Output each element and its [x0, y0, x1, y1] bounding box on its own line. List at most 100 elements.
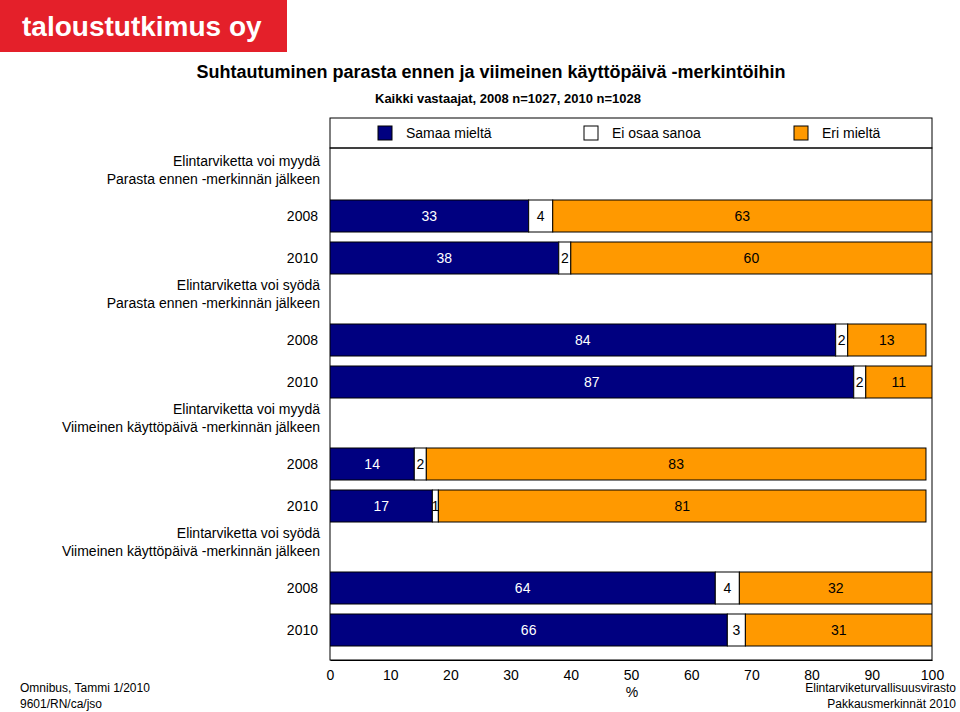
bar-segment — [529, 200, 553, 232]
category-label: 2008 — [287, 456, 318, 472]
data-label: 60 — [744, 250, 760, 266]
tick: 90 — [865, 660, 881, 683]
category-label: 2008 — [287, 208, 318, 224]
tick: 60 — [684, 660, 700, 683]
data-label: 87 — [584, 374, 600, 390]
data-label: 33 — [422, 208, 438, 224]
category-label: 2010 — [287, 498, 318, 514]
bar-segment — [571, 242, 932, 274]
bar-segment — [715, 572, 739, 604]
bar-segment — [330, 324, 836, 356]
legend-label: Eri mieltä — [822, 125, 881, 141]
legend-label: Samaa mieltä — [406, 125, 492, 141]
note: Elintarviketurvallisuusvirasto — [805, 681, 956, 695]
note: Omnibus, Tammi 1/2010 — [20, 681, 150, 695]
legend-swatch — [584, 126, 598, 140]
category-label: 2008 — [287, 332, 318, 348]
bar-segment — [739, 572, 932, 604]
bar-segment — [330, 614, 727, 646]
bar-segment — [559, 242, 571, 274]
bar-segment — [854, 366, 866, 398]
bar-segment — [836, 324, 848, 356]
bar-segment — [848, 324, 926, 356]
data-label: 31 — [831, 622, 847, 638]
tick: 0 — [327, 660, 335, 683]
data-label: 2 — [856, 374, 864, 390]
data-label: 4 — [537, 208, 545, 224]
tick: 50 — [624, 660, 640, 683]
data-label: 2 — [561, 250, 569, 266]
category-label: 2008 — [287, 580, 318, 596]
bar-segment — [330, 242, 559, 274]
tick: 30 — [503, 660, 519, 683]
tick-label: 50 — [624, 667, 640, 683]
data-label: 13 — [879, 332, 895, 348]
bar-segment — [866, 366, 932, 398]
tick-label: 70 — [744, 667, 760, 683]
chart: taloustutkimus oy Suhtautuminen parasta e… — [0, 0, 960, 712]
data-label: 17 — [373, 498, 389, 514]
legend-swatch — [378, 126, 392, 140]
logo-box — [0, 0, 287, 52]
axis-line — [331, 660, 933, 661]
tick-label: 60 — [684, 667, 700, 683]
tick-label: 0 — [327, 667, 335, 683]
data-label: 84 — [575, 332, 591, 348]
tick: 70 — [744, 660, 760, 683]
x-axis-title: % — [626, 684, 638, 700]
category-label: 2010 — [287, 622, 318, 638]
tick: 100 — [921, 660, 945, 683]
group-label: Elintarviketta voi myydä — [173, 401, 320, 417]
data-label: 2 — [838, 332, 846, 348]
data-label: 2 — [416, 456, 424, 472]
legend-label: Ei osaa sanoa — [612, 125, 701, 141]
bars — [330, 200, 932, 646]
group-label: Elintarviketta voi syödä — [177, 525, 320, 541]
legend-box — [330, 118, 932, 148]
data-label: 83 — [668, 456, 684, 472]
group-label: Parasta ennen -merkinnän jälkeen — [107, 295, 320, 311]
tick: 80 — [804, 660, 820, 683]
bar-segment — [438, 490, 926, 522]
x-axis: 0 10 20 30 40 50 60 70 80 90 100 — [327, 660, 945, 683]
bar-segment — [727, 614, 745, 646]
group-label: Viimeinen käyttöpäivä -merkinnän jälkeen — [62, 419, 320, 435]
bar-segment — [330, 366, 854, 398]
legend-swatch — [794, 126, 808, 140]
logo: taloustutkimus oy — [22, 11, 262, 42]
data-label: 3 — [732, 622, 740, 638]
data-label: 66 — [521, 622, 537, 638]
bar-segment — [745, 614, 932, 646]
group-label: Elintarviketta voi myydä — [173, 153, 320, 169]
data-label: 4 — [723, 580, 731, 596]
tick: 20 — [443, 660, 459, 683]
tick: 40 — [564, 660, 580, 683]
note: 9601/RN/ca/jso — [20, 697, 102, 711]
title: Suhtautuminen parasta ennen ja viimeinen… — [196, 62, 785, 82]
bar-segment — [426, 448, 926, 480]
data-label: 81 — [674, 498, 690, 514]
bar-segment — [330, 572, 715, 604]
data-label: 1 — [431, 498, 439, 514]
category-label: 2010 — [287, 250, 318, 266]
data-label: 64 — [515, 580, 531, 596]
data-label: 14 — [364, 456, 380, 472]
data-labels: 33 4 63 38 2 60 84 2 13 87 2 11 14 2 83 17 1 81 64 4 32 66 3 31 — [364, 208, 906, 638]
data-label: 38 — [437, 250, 453, 266]
bar-segment — [330, 490, 432, 522]
bar-segment — [330, 448, 414, 480]
tick-label: 30 — [503, 667, 519, 683]
data-label: 11 — [892, 374, 907, 390]
tick-label: 20 — [443, 667, 459, 683]
tick-label: 10 — [383, 667, 399, 683]
tick: 10 — [383, 660, 399, 683]
group-label: Parasta ennen -merkinnän jälkeen — [107, 171, 320, 187]
plot-frame — [330, 148, 932, 660]
category-label: 2010 — [287, 374, 318, 390]
group-label: Elintarviketta voi syödä — [177, 277, 320, 293]
subtitle: Kaikki vastaajat, 2008 n=1027, 2010 n=10… — [375, 91, 641, 106]
bar-segment — [414, 448, 426, 480]
data-label: 32 — [828, 580, 844, 596]
group-label: Viimeinen käyttöpäivä -merkinnän jälkeen — [62, 543, 320, 559]
data-label: 63 — [735, 208, 751, 224]
